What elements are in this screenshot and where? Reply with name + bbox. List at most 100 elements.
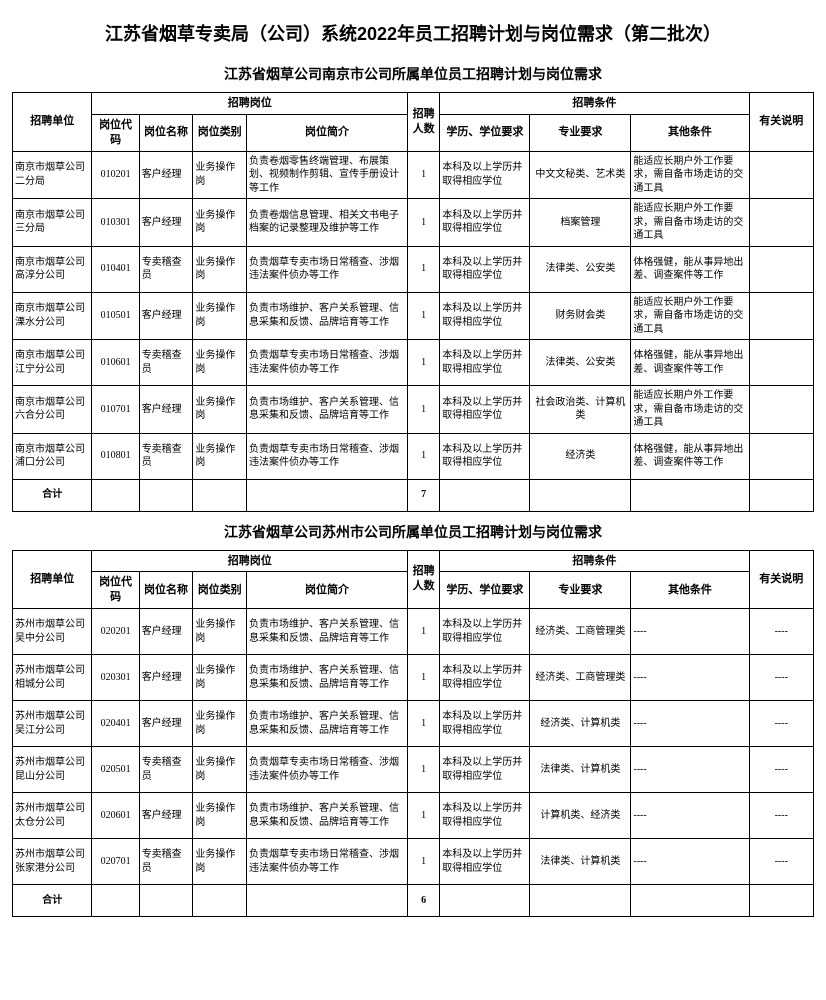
cell-pdesc: 负责烟草专卖市场日常稽查、涉烟违法案件侦办等工作 <box>247 246 408 292</box>
cell-pname: 客户经理 <box>139 199 193 247</box>
cell-count: 1 <box>408 609 440 655</box>
cell-unit: 南京市烟草公司高淳分公司 <box>13 246 92 292</box>
cell-ptype: 业务操作岗 <box>193 199 247 247</box>
cell-edu: 本科及以上学历并取得相应学位 <box>440 609 530 655</box>
cell-unit: 南京市烟草公司江宁分公司 <box>13 340 92 386</box>
cell-edu: 本科及以上学历并取得相应学位 <box>440 292 530 340</box>
cell-other: 体格强健，能从事异地出差、调查案件等工作 <box>631 433 749 479</box>
cell-pname: 客户经理 <box>139 386 193 434</box>
cell-edu: 本科及以上学历并取得相应学位 <box>440 246 530 292</box>
cell-note <box>749 292 814 340</box>
th-other: 其他条件 <box>631 114 749 151</box>
cell-other: ---- <box>631 655 749 701</box>
th-req-group: 招聘条件 <box>440 550 749 572</box>
th-unit: 招聘单位 <box>13 93 92 152</box>
th-pname: 岗位名称 <box>139 114 193 151</box>
cell-count: 1 <box>408 701 440 747</box>
total-row: 合计 7 <box>13 479 814 511</box>
cell-major: 计算机类、经济类 <box>530 793 631 839</box>
table-row: 苏州市烟草公司吴中分公司020201客户经理业务操作岗负责市场维护、客户关系管理… <box>13 609 814 655</box>
table-row: 南京市烟草公司浦口分公司010801专卖稽查员业务操作岗负责烟草专卖市场日常稽查… <box>13 433 814 479</box>
cell-ptype: 业务操作岗 <box>193 292 247 340</box>
cell-pdesc: 负责卷烟信息管理、相关文书电子档案的记录整理及维护等工作 <box>247 199 408 247</box>
cell-pdesc: 负责烟草专卖市场日常稽查、涉烟违法案件侦办等工作 <box>247 839 408 885</box>
cell-pname: 客户经理 <box>139 609 193 655</box>
cell-other: 能适应长期户外工作要求，需自备市场走访的交通工具 <box>631 386 749 434</box>
cell-pdesc: 负责市场维护、客户关系管理、信息采集和反馈、品牌培育等工作 <box>247 386 408 434</box>
th-note: 有关说明 <box>749 93 814 152</box>
cell-edu: 本科及以上学历并取得相应学位 <box>440 199 530 247</box>
cell-ptype: 业务操作岗 <box>193 433 247 479</box>
cell-pdesc: 负责市场维护、客户关系管理、信息采集和反馈、品牌培育等工作 <box>247 793 408 839</box>
cell-unit: 南京市烟草公司溧水分公司 <box>13 292 92 340</box>
cell-edu: 本科及以上学历并取得相应学位 <box>440 701 530 747</box>
th-position-group: 招聘岗位 <box>92 93 408 115</box>
th-ptype: 岗位类别 <box>193 114 247 151</box>
sections-container: 江苏省烟草公司南京市公司所属单位员工招聘计划与岗位需求招聘单位招聘岗位招聘人数招… <box>12 64 814 917</box>
cell-major: 经济类、计算机类 <box>530 701 631 747</box>
cell-ptype: 业务操作岗 <box>193 839 247 885</box>
recruitment-table: 招聘单位招聘岗位招聘人数招聘条件有关说明岗位代码岗位名称岗位类别岗位简介学历、学… <box>12 92 814 512</box>
cell-count: 1 <box>408 839 440 885</box>
th-count: 招聘人数 <box>408 93 440 152</box>
cell-count: 1 <box>408 292 440 340</box>
cell-code: 020301 <box>92 655 139 701</box>
cell-unit: 南京市烟草公司三分局 <box>13 199 92 247</box>
cell-major: 档案管理 <box>530 199 631 247</box>
cell-major: 经济类 <box>530 433 631 479</box>
cell-note <box>749 433 814 479</box>
th-count: 招聘人数 <box>408 550 440 609</box>
cell-pname: 专卖稽查员 <box>139 839 193 885</box>
cell-other: ---- <box>631 701 749 747</box>
th-ptype: 岗位类别 <box>193 572 247 609</box>
cell-other: 能适应长期户外工作要求，需自备市场走访的交通工具 <box>631 199 749 247</box>
cell-count: 1 <box>408 433 440 479</box>
cell-major: 经济类、工商管理类 <box>530 609 631 655</box>
cell-pname: 专卖稽查员 <box>139 747 193 793</box>
cell-code: 010401 <box>92 246 139 292</box>
table-row: 南京市烟草公司六合分公司010701客户经理业务操作岗负责市场维护、客户关系管理… <box>13 386 814 434</box>
cell-code: 020501 <box>92 747 139 793</box>
th-edu: 学历、学位要求 <box>440 114 530 151</box>
cell-other: ---- <box>631 609 749 655</box>
total-value: 6 <box>408 885 440 917</box>
cell-major: 中文文秘类、艺术类 <box>530 151 631 199</box>
cell-edu: 本科及以上学历并取得相应学位 <box>440 433 530 479</box>
cell-unit: 苏州市烟草公司太仓分公司 <box>13 793 92 839</box>
cell-pdesc: 负责烟草专卖市场日常稽查、涉烟违法案件侦办等工作 <box>247 747 408 793</box>
cell-code: 020601 <box>92 793 139 839</box>
cell-unit: 南京市烟草公司二分局 <box>13 151 92 199</box>
cell-ptype: 业务操作岗 <box>193 246 247 292</box>
cell-note: ---- <box>749 747 814 793</box>
cell-code: 010601 <box>92 340 139 386</box>
cell-major: 法律类、计算机类 <box>530 747 631 793</box>
cell-other: 能适应长期户外工作要求，需自备市场走访的交通工具 <box>631 292 749 340</box>
cell-pdesc: 负责市场维护、客户关系管理、信息采集和反馈、品牌培育等工作 <box>247 292 408 340</box>
cell-pname: 客户经理 <box>139 793 193 839</box>
cell-major: 法律类、公安类 <box>530 246 631 292</box>
cell-pname: 客户经理 <box>139 292 193 340</box>
cell-pname: 客户经理 <box>139 655 193 701</box>
cell-ptype: 业务操作岗 <box>193 747 247 793</box>
cell-major: 社会政治类、计算机类 <box>530 386 631 434</box>
cell-pname: 专卖稽查员 <box>139 340 193 386</box>
th-req-group: 招聘条件 <box>440 93 749 115</box>
cell-other: ---- <box>631 839 749 885</box>
table-row: 南京市烟草公司溧水分公司010501客户经理业务操作岗负责市场维护、客户关系管理… <box>13 292 814 340</box>
cell-edu: 本科及以上学历并取得相应学位 <box>440 386 530 434</box>
cell-major: 经济类、工商管理类 <box>530 655 631 701</box>
cell-note <box>749 151 814 199</box>
cell-note: ---- <box>749 701 814 747</box>
cell-pname: 专卖稽查员 <box>139 246 193 292</box>
cell-ptype: 业务操作岗 <box>193 655 247 701</box>
cell-count: 1 <box>408 655 440 701</box>
total-value: 7 <box>408 479 440 511</box>
cell-unit: 苏州市烟草公司相城分公司 <box>13 655 92 701</box>
table-row: 南京市烟草公司二分局010201客户经理业务操作岗负责卷烟零售终端管理、布展策划… <box>13 151 814 199</box>
cell-code: 010501 <box>92 292 139 340</box>
table-row: 苏州市烟草公司太仓分公司020601客户经理业务操作岗负责市场维护、客户关系管理… <box>13 793 814 839</box>
cell-pdesc: 负责市场维护、客户关系管理、信息采集和反馈、品牌培育等工作 <box>247 609 408 655</box>
cell-major: 财务财会类 <box>530 292 631 340</box>
cell-code: 020201 <box>92 609 139 655</box>
total-label: 合计 <box>13 479 92 511</box>
